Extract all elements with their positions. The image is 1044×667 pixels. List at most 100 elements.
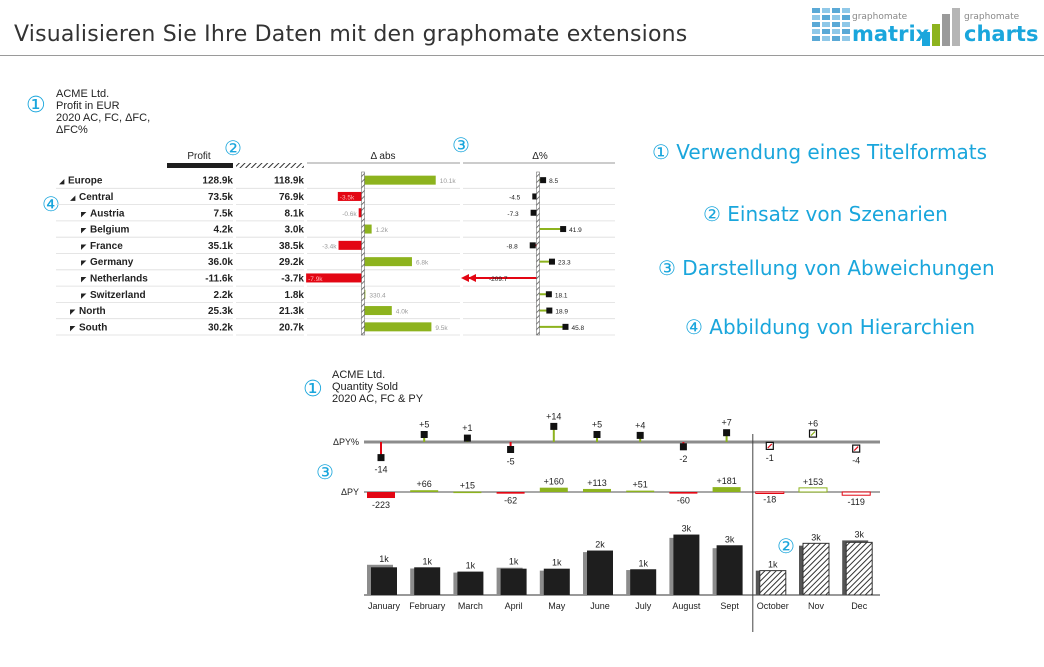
row-label-delta-py-pct: ΔPY% [333,437,359,447]
feature-3-text: Darstellung von Abweichungen [682,256,995,280]
hierarchy-toggle-icon: ◤ [70,325,76,332]
matrix-logo-icon [812,8,850,41]
delta-pct-head [562,323,569,330]
delta-abs-label: 330.4 [369,292,386,299]
feature-3-number: ③ [658,256,676,280]
delta-abs-label: -3.4k [322,243,337,250]
delta-py-pct-label: -5 [507,457,515,467]
marker-variance-3: ③ [452,133,470,157]
hierarchy-toggle-icon: ◤ [81,211,87,218]
cell-ac: 7.5k [214,208,234,219]
delta-pct-axis [536,171,540,336]
delta-pct-overflow-arrow [461,273,469,282]
marker-title-format-1: ① [26,93,46,118]
col-header-delta-abs: Δ abs [370,151,395,162]
delta-pct-label: -4.5 [509,194,521,201]
delta-py-label: -119 [848,497,865,507]
delta-py-label: -223 [372,500,390,510]
delta-abs-bar [338,240,363,250]
delta-py-pct-label: -4 [852,456,860,466]
table-title: ACME Ltd. Profit in EUR 2020 AC, FC, ΔFC… [56,88,150,136]
delta-pct-head [530,209,537,216]
delta-abs-axis [361,171,365,336]
bar-value-label: 1k [509,557,519,567]
hierarchy-toggle-icon: ◤ [81,228,87,235]
delta-pct-label: 23.3 [558,260,571,267]
fc-bar [802,542,830,596]
delta-py-label: +160 [544,477,564,487]
delta-py-pct-label: +7 [721,418,731,428]
cell-fc: -3.7k [281,273,304,284]
feature-2: ② Einsatz von Szenarien [703,202,948,226]
feature-1: ① Verwendung eines Titelformats [652,140,987,164]
delta-pct-head [560,226,567,233]
ac-bar [673,534,700,595]
category-label: July [635,601,652,611]
delta-pct-label: 8.5 [549,178,558,185]
delta-py-pct-head [377,454,385,462]
category-label: Sept [720,601,739,611]
hierarchy-toggle-icon: ◤ [81,260,87,267]
delta-abs-bar [363,306,392,316]
delta-py-label: -18 [763,494,776,504]
ac-bar [414,567,441,595]
category-label: October [757,601,789,611]
delta-py-label: +153 [803,477,823,487]
delta-py-label: -60 [677,496,690,506]
col-header-fc-bar [236,163,304,168]
cell-ac: 36.0k [208,257,233,268]
row-label: Europe [68,176,103,187]
delta-py-pct-label: +5 [419,420,429,430]
delta-abs-bar [306,273,363,283]
table-title-line: ACME Ltd. [56,88,110,100]
charts-logo-small-text: graphomate [964,12,1020,22]
col-header-delta-pct: Δ% [532,151,548,162]
category-label: Nov [808,601,825,611]
row-label: France [90,241,123,252]
col-header-profit: Profit [187,151,211,162]
feature-2-text: Einsatz von Szenarien [727,202,948,226]
row-label: Switzerland [90,290,146,301]
delta-abs-bar [363,322,432,332]
hierarchy-toggle-icon: ◢ [70,195,76,202]
delta-abs-label: -0.6k [342,211,357,218]
bar-value-label: 1k [768,560,778,570]
bar-value-label: 1k [422,556,432,566]
delta-py-pct-head-mark [810,431,816,437]
category-label: February [409,601,446,611]
delta-py-pct-label: -14 [374,465,387,475]
cell-fc: 118.9k [274,176,304,187]
chart-title-line: Quantity Sold [332,381,399,393]
delta-abs-label: 9.5k [435,325,448,332]
cell-ac: 128.9k [202,176,233,187]
feature-3: ③ Darstellung von Abweichungen [658,256,995,280]
delta-py-pct-label: +5 [592,420,602,430]
table-title-line: ΔFC% [56,124,88,136]
marker-hierarchy-4: ④ [42,192,60,216]
delta-abs-bar [358,208,363,218]
feature-1-number: ① [652,140,670,164]
cell-fc: 38.5k [279,241,304,252]
cell-ac: 25.3k [208,306,233,317]
row-label: South [79,322,107,333]
delta-pct-label: 18.1 [555,292,568,299]
hierarchy-toggle-icon: ◢ [59,179,65,186]
matrix-logo-text: matrix [852,22,930,46]
marker-scenario-2: ② [224,136,242,160]
row-label: Netherlands [90,273,148,284]
marker-variance-3b: ③ [316,460,334,484]
delta-pct-head [540,177,547,184]
hierarchy-toggle-icon: ◤ [81,244,87,251]
delta-py-bar [712,487,741,492]
delta-pct-label: 18.9 [555,309,568,316]
delta-py-pct-head [550,422,558,430]
bar-value-label: 1k [552,558,562,568]
row-label: Central [79,192,114,203]
ac-bar [587,550,613,595]
delta-pct-label: -7.3 [507,211,519,218]
delta-abs-bar [363,175,436,185]
delta-py-pct-label: -2 [679,454,687,464]
cell-fc: 1.8k [285,290,305,301]
category-label: June [590,601,610,611]
